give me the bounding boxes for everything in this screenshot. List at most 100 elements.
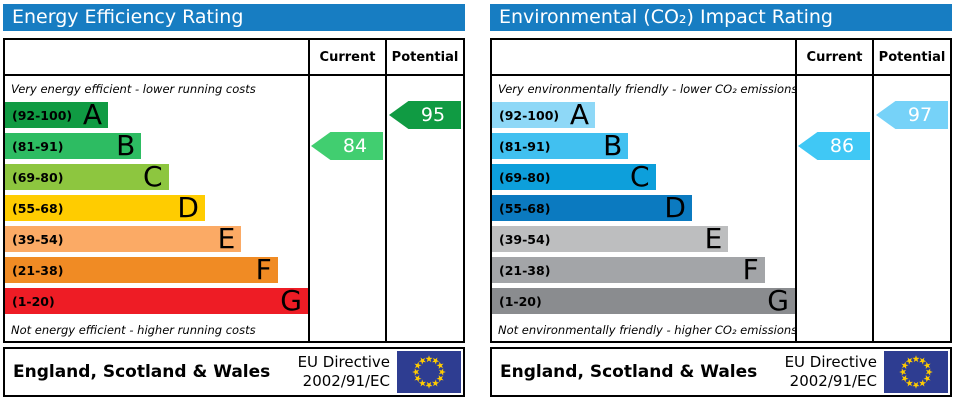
band-letter: B	[603, 129, 623, 162]
eu-directive-line2: 2002/91/EC	[302, 372, 390, 390]
environmental-chart-body: Very environmentally friendly - lower CO…	[492, 76, 950, 341]
band-range: (21-38)	[12, 262, 64, 278]
band-range: (92-100)	[499, 107, 560, 123]
potential-rating-arrow: 97	[876, 101, 948, 129]
eu-directive-line1: EU Directive	[297, 353, 390, 372]
potential-column: 97	[872, 76, 950, 341]
band-b: (81-91) B	[492, 129, 629, 162]
band-letter: C	[143, 160, 163, 193]
band-letter: E	[704, 222, 723, 255]
potential-rating-value: 95	[420, 104, 446, 126]
band-c: (69-80) C	[5, 160, 169, 193]
band-letter: D	[177, 191, 199, 224]
eu-directive-label: EU Directive 2002/91/EC	[298, 353, 390, 391]
band-range: (1-20)	[499, 293, 542, 309]
eu-directive-label: EU Directive 2002/91/EC	[785, 353, 877, 391]
band-letter: C	[630, 160, 650, 193]
current-column-header: Current	[308, 40, 385, 74]
band-d: (55-68) D	[492, 191, 692, 224]
band-g: (1-20) G	[492, 284, 795, 317]
band-row: (69-80) C	[492, 160, 795, 195]
band-f: (21-38) F	[5, 253, 278, 286]
band-range: (39-54)	[499, 231, 551, 247]
band-range: (81-91)	[12, 138, 64, 154]
band-d: (55-68) D	[5, 191, 205, 224]
band-row: (92-100) A	[5, 98, 308, 133]
band-row: (1-20) G	[5, 284, 308, 319]
header-spacer	[5, 40, 308, 74]
band-letter: A	[569, 98, 590, 131]
band-letter: G	[280, 284, 302, 317]
band-row: (92-100) A	[492, 98, 795, 133]
current-column: 84	[308, 76, 385, 341]
energy-chart-body: Very energy efficient - lower running co…	[5, 76, 463, 341]
footer: England, Scotland & Wales EU Directive 2…	[490, 347, 952, 397]
band-letter: E	[217, 222, 236, 255]
band-g: (1-20) G	[5, 284, 308, 317]
bottom-note: Not environmentally friendly - higher CO…	[498, 323, 795, 337]
band-range: (1-20)	[12, 293, 55, 309]
potential-rating-arrow: 95	[389, 101, 461, 129]
band-c: (69-80) C	[492, 160, 656, 193]
top-note: Very environmentally friendly - lower CO…	[498, 82, 795, 96]
band-row: (1-20) G	[492, 284, 795, 319]
eu-flag-icon	[397, 351, 461, 393]
eu-directive-line1: EU Directive	[784, 353, 877, 372]
current-rating-arrow: 84	[311, 132, 383, 160]
header-spacer	[492, 40, 795, 74]
band-range: (81-91)	[499, 138, 551, 154]
potential-column: 95	[385, 76, 463, 341]
band-row: (39-54) E	[5, 222, 308, 257]
potential-rating-value: 97	[907, 104, 933, 126]
current-column-header: Current	[795, 40, 872, 74]
eu-directive-line2: 2002/91/EC	[789, 372, 877, 390]
environmental-panel-title: Environmental (CO₂) Impact Rating	[490, 4, 952, 31]
band-a: (92-100) A	[492, 98, 596, 131]
top-note: Very energy efficient - lower running co…	[11, 82, 256, 96]
band-row: (55-68) D	[5, 191, 308, 226]
band-e: (39-54) E	[492, 222, 729, 255]
band-letter: G	[767, 284, 789, 317]
environmental-impact-panel: Environmental (CO₂) Impact Rating Curren…	[490, 4, 952, 397]
eu-flag-icon	[884, 351, 948, 393]
energy-efficiency-panel: Energy Efficiency Rating Current Potenti…	[3, 4, 465, 397]
band-range: (21-38)	[499, 262, 551, 278]
band-row: (81-91) B	[492, 129, 795, 164]
region-label: England, Scotland & Wales	[13, 362, 271, 382]
band-range: (39-54)	[12, 231, 64, 247]
band-area: Very environmentally friendly - lower CO…	[492, 76, 795, 341]
band-range: (55-68)	[499, 200, 551, 216]
column-header-row: Current Potential	[492, 40, 950, 76]
band-a: (92-100) A	[5, 98, 109, 131]
band-f: (21-38) F	[492, 253, 765, 286]
band-letter: D	[664, 191, 686, 224]
current-rating-arrow: 86	[798, 132, 870, 160]
band-row: (21-38) F	[5, 253, 308, 288]
bottom-note: Not energy efficient - higher running co…	[11, 323, 256, 337]
column-header-row: Current Potential	[5, 40, 463, 76]
current-rating-value: 84	[342, 135, 368, 157]
band-letter: F	[742, 253, 759, 286]
potential-column-header: Potential	[385, 40, 463, 74]
band-row: (39-54) E	[492, 222, 795, 257]
region-label: England, Scotland & Wales	[500, 362, 758, 382]
band-range: (55-68)	[12, 200, 64, 216]
band-b: (81-91) B	[5, 129, 142, 162]
band-range: (92-100)	[12, 107, 73, 123]
band-row: (69-80) C	[5, 160, 308, 195]
band-letter: F	[255, 253, 272, 286]
footer: England, Scotland & Wales EU Directive 2…	[3, 347, 465, 397]
energy-panel-title: Energy Efficiency Rating	[3, 4, 465, 31]
band-row: (21-38) F	[492, 253, 795, 288]
band-row: (55-68) D	[492, 191, 795, 226]
potential-column-header: Potential	[872, 40, 950, 74]
energy-rating-table: Current Potential Very energy efficient …	[3, 38, 465, 343]
band-row: (81-91) B	[5, 129, 308, 164]
band-range: (69-80)	[12, 169, 64, 185]
band-area: Very energy efficient - lower running co…	[5, 76, 308, 341]
band-letter: A	[82, 98, 103, 131]
band-letter: B	[116, 129, 136, 162]
environmental-rating-table: Current Potential Very environmentally f…	[490, 38, 952, 343]
band-range: (69-80)	[499, 169, 551, 185]
